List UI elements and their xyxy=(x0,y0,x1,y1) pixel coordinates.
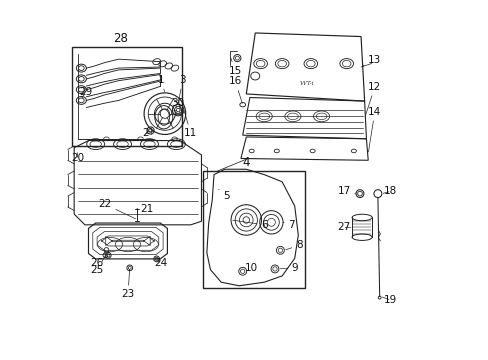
Text: 1: 1 xyxy=(158,75,164,91)
Text: 12: 12 xyxy=(365,82,381,117)
Text: 27: 27 xyxy=(337,222,350,232)
Text: 4: 4 xyxy=(242,156,249,169)
Text: 3: 3 xyxy=(178,75,185,103)
Text: 25: 25 xyxy=(90,257,104,275)
Text: 28: 28 xyxy=(113,32,128,45)
Text: 9: 9 xyxy=(280,262,298,273)
Text: 29: 29 xyxy=(79,87,92,98)
Text: 19: 19 xyxy=(382,295,396,305)
Text: 6: 6 xyxy=(232,220,267,230)
Text: 7: 7 xyxy=(282,220,294,230)
Text: 21: 21 xyxy=(137,204,153,214)
Text: 17: 17 xyxy=(337,186,355,197)
Text: 11: 11 xyxy=(184,111,197,138)
Text: 22: 22 xyxy=(99,199,135,219)
Text: 5: 5 xyxy=(218,189,229,201)
Text: 23: 23 xyxy=(121,269,134,300)
Text: 16: 16 xyxy=(228,76,242,103)
Text: 2: 2 xyxy=(142,128,149,138)
Text: 26: 26 xyxy=(90,251,105,268)
Text: 30: 30 xyxy=(169,98,184,116)
Bar xyxy=(203,171,305,288)
Text: 10: 10 xyxy=(240,262,257,273)
Text: 20: 20 xyxy=(71,153,84,163)
Text: 18: 18 xyxy=(383,186,396,197)
Bar xyxy=(72,47,182,146)
Text: 15: 15 xyxy=(228,58,242,76)
Text: 14: 14 xyxy=(367,107,381,152)
Text: VVT-i: VVT-i xyxy=(300,81,314,86)
Text: 13: 13 xyxy=(362,55,381,66)
Text: 8: 8 xyxy=(285,240,302,250)
Text: 24: 24 xyxy=(154,258,167,268)
